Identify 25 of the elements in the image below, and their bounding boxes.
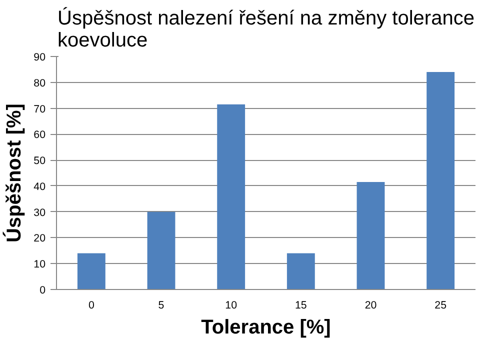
y-tick-label: 50 [34, 155, 46, 168]
bar [426, 72, 455, 290]
x-tick-label: 25 [434, 300, 447, 312]
y-tick-label: 70 [34, 103, 46, 116]
y-tick-label: 60 [34, 129, 46, 142]
y-tick-label: 30 [34, 206, 46, 219]
bar [217, 104, 246, 290]
y-tick-label: 20 [34, 232, 46, 245]
y-axis-title: Úspěšnost [%] [2, 104, 26, 242]
x-tick-label: 0 [88, 300, 94, 312]
y-tick-label: 80 [34, 77, 46, 90]
chart-title: Úspěšnost nalezení řešení na změny tolerance koevoluce [58, 6, 474, 52]
bar [77, 253, 106, 290]
x-tick-label: 5 [158, 300, 164, 312]
x-tick-label: 15 [294, 300, 307, 312]
bar [286, 253, 315, 290]
x-axis-title: Tolerance [%] [201, 316, 331, 338]
y-tick-label: 10 [34, 258, 46, 271]
x-tick-label: 20 [364, 300, 377, 312]
y-tick-label: 0 [40, 284, 46, 296]
x-tick-label: 10 [225, 300, 238, 312]
bar [356, 182, 385, 290]
bar [147, 212, 176, 290]
y-tick-label: 90 [34, 52, 46, 64]
y-tick-label: 40 [34, 180, 46, 193]
